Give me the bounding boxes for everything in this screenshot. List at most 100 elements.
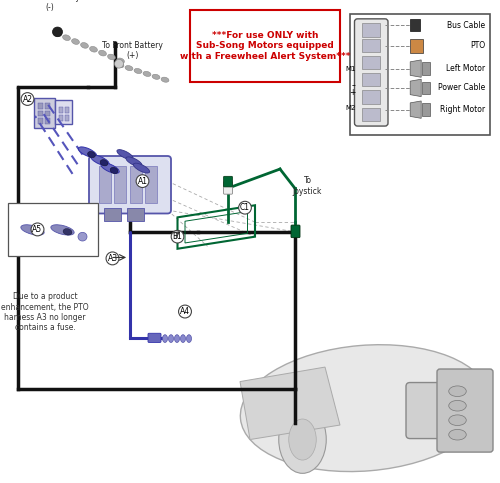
Bar [38, 103, 43, 109]
Text: Right Motor: Right Motor [440, 105, 485, 114]
Ellipse shape [78, 232, 87, 241]
Text: ***For use ONLY with
Sub-Song Motors equipped
with a Freewheel Alert System***: ***For use ONLY with Sub-Song Motors equ… [180, 31, 350, 61]
Ellipse shape [289, 419, 316, 460]
Bar [64, 115, 69, 121]
Bar [44, 111, 50, 116]
FancyBboxPatch shape [354, 19, 388, 126]
Text: To
Joystick: To Joystick [293, 176, 322, 196]
FancyBboxPatch shape [89, 156, 171, 213]
Text: M1: M1 [346, 66, 356, 71]
Text: Bus Cable: Bus Cable [447, 21, 485, 29]
Ellipse shape [91, 155, 109, 166]
Bar [114, 166, 126, 203]
Ellipse shape [134, 69, 142, 73]
Bar [410, 39, 423, 53]
Text: Power Cable: Power Cable [438, 84, 485, 92]
Text: –: – [352, 81, 356, 90]
Ellipse shape [116, 58, 124, 64]
Text: A4: A4 [180, 307, 190, 316]
Ellipse shape [126, 157, 142, 167]
Ellipse shape [101, 163, 119, 173]
FancyBboxPatch shape [406, 383, 484, 439]
Ellipse shape [80, 43, 88, 48]
Ellipse shape [180, 335, 186, 342]
Bar [44, 118, 50, 124]
FancyBboxPatch shape [224, 176, 232, 187]
Text: A2: A2 [22, 95, 32, 103]
Bar [362, 23, 380, 37]
Ellipse shape [98, 50, 106, 56]
Text: Left Motor: Left Motor [446, 64, 485, 73]
Ellipse shape [161, 77, 169, 82]
Ellipse shape [100, 160, 108, 166]
Ellipse shape [52, 27, 62, 37]
Bar [38, 118, 43, 124]
Ellipse shape [51, 225, 74, 235]
Polygon shape [410, 60, 421, 77]
Ellipse shape [449, 400, 466, 411]
FancyBboxPatch shape [224, 182, 232, 194]
Bar [362, 39, 380, 52]
Polygon shape [410, 101, 421, 118]
Ellipse shape [134, 163, 150, 173]
Text: PTO: PTO [470, 42, 485, 50]
Bar [44, 103, 50, 109]
Ellipse shape [125, 66, 133, 71]
Bar [190, 10, 340, 82]
Ellipse shape [174, 335, 180, 342]
Ellipse shape [449, 415, 466, 426]
FancyBboxPatch shape [291, 225, 300, 238]
FancyBboxPatch shape [55, 100, 72, 124]
Polygon shape [240, 367, 340, 440]
Ellipse shape [279, 406, 326, 473]
Ellipse shape [240, 345, 490, 471]
Ellipse shape [54, 31, 62, 37]
Ellipse shape [33, 228, 42, 235]
FancyBboxPatch shape [104, 208, 121, 221]
Text: M2: M2 [346, 105, 356, 111]
Bar [362, 73, 380, 86]
Text: A5: A5 [32, 225, 42, 234]
Text: A1: A1 [138, 177, 147, 185]
FancyBboxPatch shape [148, 333, 161, 342]
Bar [362, 90, 380, 103]
Bar [422, 82, 430, 94]
Bar [362, 56, 380, 69]
Ellipse shape [110, 168, 118, 173]
Bar [8, 203, 98, 256]
Ellipse shape [449, 429, 466, 440]
Ellipse shape [168, 335, 173, 342]
Bar [38, 111, 43, 116]
Ellipse shape [143, 71, 151, 76]
Text: Due to a product
enhancement, the PTO
harness A3 no longer
contains a fuse.: Due to a product enhancement, the PTO ha… [1, 292, 89, 332]
Ellipse shape [63, 228, 72, 235]
Ellipse shape [62, 35, 70, 41]
Ellipse shape [78, 147, 96, 157]
Ellipse shape [72, 39, 80, 44]
Bar [58, 107, 63, 113]
Bar [145, 166, 157, 203]
Bar [422, 103, 430, 116]
Ellipse shape [114, 59, 124, 68]
Bar [58, 115, 63, 121]
Ellipse shape [88, 152, 96, 157]
Bar [362, 108, 380, 121]
FancyBboxPatch shape [437, 369, 493, 452]
FancyBboxPatch shape [34, 98, 55, 128]
Text: C1: C1 [240, 203, 250, 212]
Bar [410, 19, 420, 31]
Text: To Rear Battery
(-): To Rear Battery (-) [20, 0, 80, 12]
Text: +: + [350, 88, 356, 97]
Ellipse shape [117, 150, 133, 159]
Bar [422, 62, 430, 75]
Polygon shape [410, 79, 421, 97]
Text: A3: A3 [108, 254, 118, 263]
Ellipse shape [21, 225, 44, 235]
Ellipse shape [186, 335, 192, 342]
Text: To Front Battery
(+): To Front Battery (+) [102, 41, 163, 60]
Ellipse shape [162, 335, 168, 342]
Text: B1: B1 [172, 232, 182, 241]
Bar [64, 107, 69, 113]
Ellipse shape [90, 46, 98, 52]
Bar [130, 166, 141, 203]
